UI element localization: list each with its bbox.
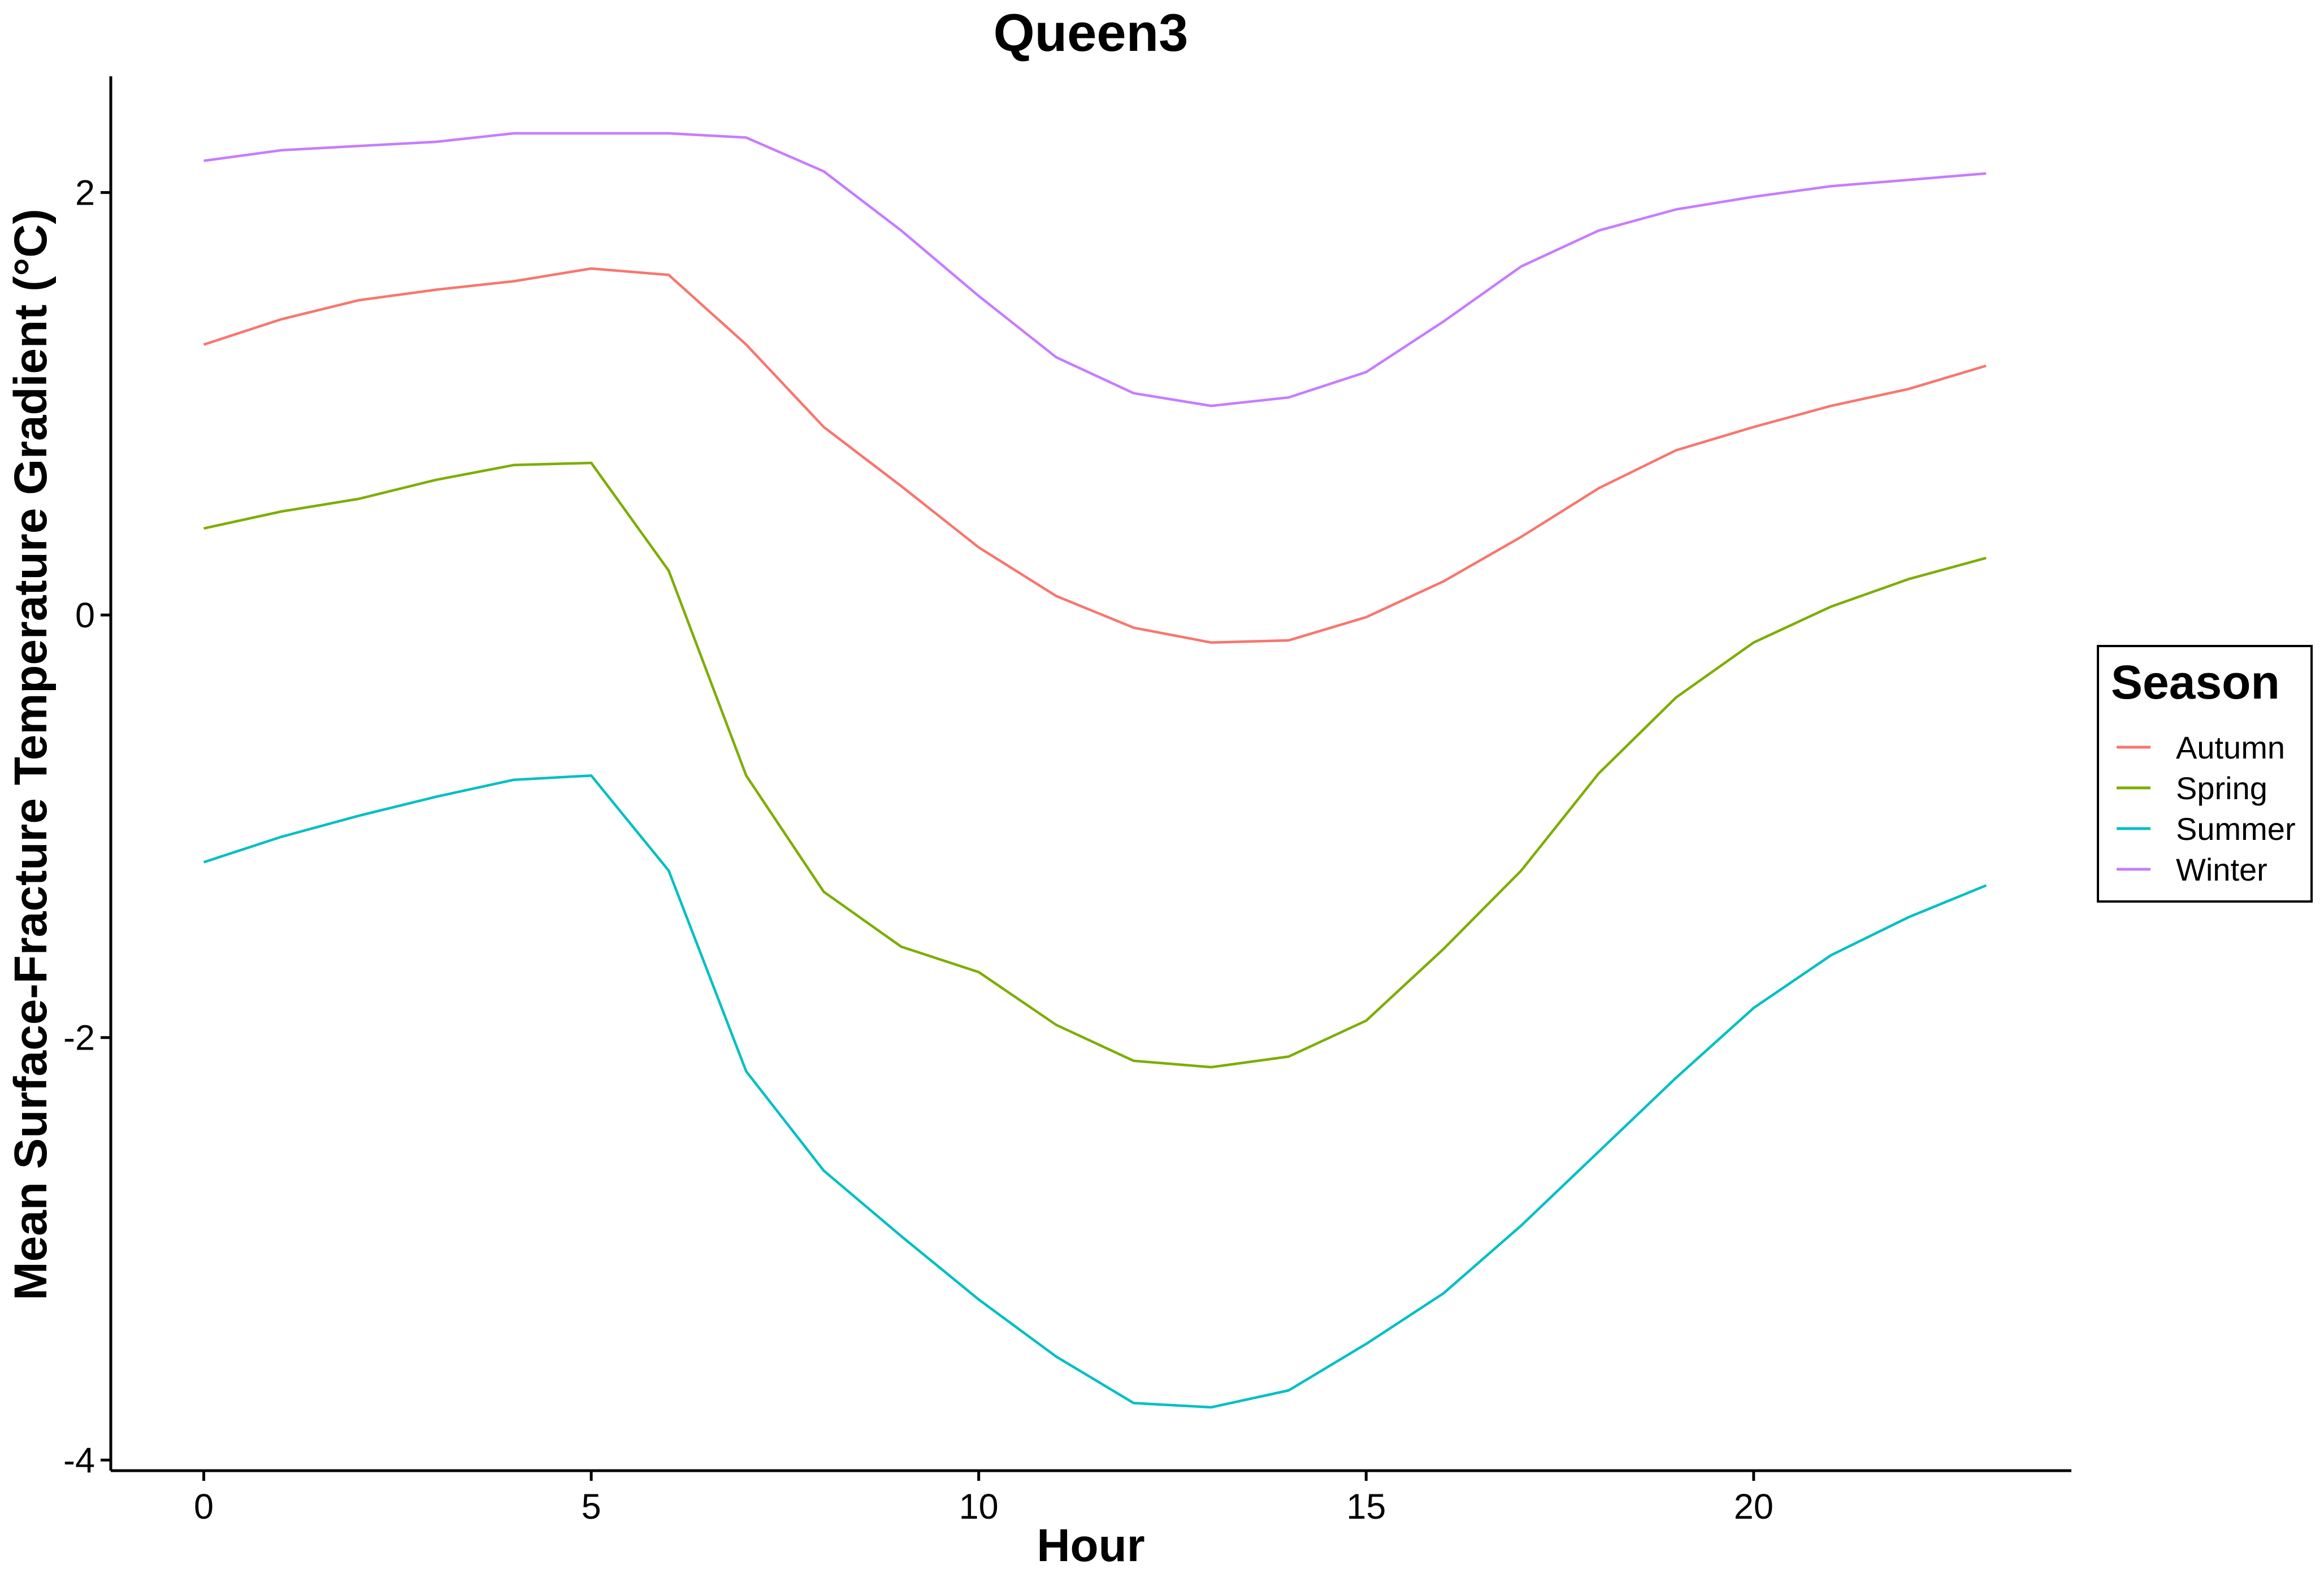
x-axis-title: Hour xyxy=(1037,1520,1144,1571)
x-tick-label: 10 xyxy=(959,1487,999,1527)
series-line-winter xyxy=(203,132,1987,408)
legend-items: Autumn Spring Summer Winter xyxy=(2117,730,2296,887)
x-tick-label: 0 xyxy=(194,1487,214,1527)
legend: Season Autumn Spring Summer Winter xyxy=(2097,645,2313,903)
series-line-autumn xyxy=(203,267,1987,644)
y-tick-label: -2 xyxy=(63,1018,95,1058)
x-tick-label: 20 xyxy=(1734,1487,1774,1527)
series-line-spring xyxy=(203,461,1987,1069)
x-tick-label: 5 xyxy=(582,1487,601,1527)
legend-label-summer: Summer xyxy=(2176,811,2296,847)
y-tick-label: 2 xyxy=(75,174,95,213)
y-tick-label: 0 xyxy=(75,596,95,635)
x-axis-ticks: 0 5 10 15 20 xyxy=(194,1471,1774,1527)
legend-label-autumn: Autumn xyxy=(2176,730,2285,765)
x-tick-label: 15 xyxy=(1346,1487,1386,1527)
y-tick-label: -4 xyxy=(63,1441,95,1480)
legend-title: Season xyxy=(2111,656,2280,709)
y-axis-ticks: -4 -2 0 2 xyxy=(63,174,111,1480)
series-line-summer xyxy=(203,774,1987,1409)
legend-label-winter: Winter xyxy=(2176,852,2267,887)
plot-lines xyxy=(203,132,1987,1409)
legend-box xyxy=(2097,645,2313,903)
y-axis-title: Mean Surface-Fracture Temperature Gradie… xyxy=(5,209,57,1300)
chart-title: Queen3 xyxy=(994,3,1189,62)
legend-label-spring: Spring xyxy=(2176,770,2267,806)
